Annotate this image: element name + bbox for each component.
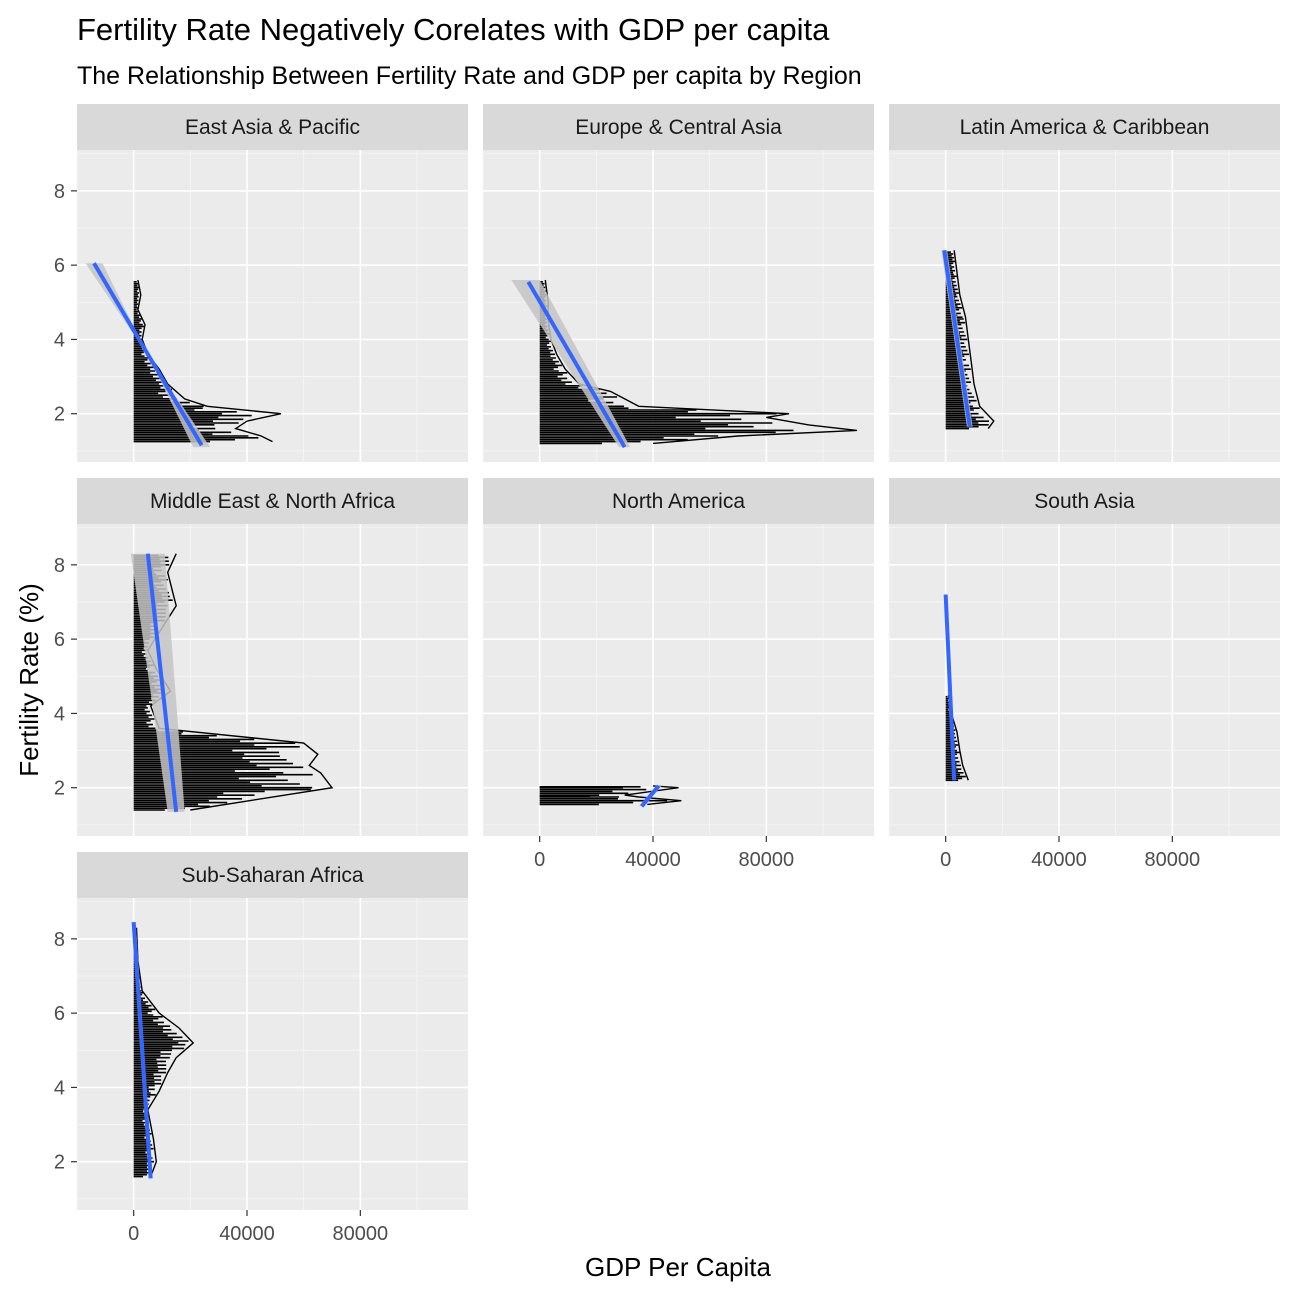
facet-strip bbox=[483, 104, 874, 150]
facet-panels: East Asia & Pacific 2 4 6 8 Europe & Central … bbox=[54, 104, 1280, 1245]
x-tick-label: 0 bbox=[128, 1223, 139, 1245]
x-tick-label: 40000 bbox=[625, 849, 681, 871]
x-axis-title: GDP Per Capita bbox=[585, 1252, 771, 1282]
facet-panel: Sub-Saharan Africa 2 4 6 8 0 40000 80000 bbox=[54, 852, 468, 1245]
trend-line bbox=[942, 249, 972, 428]
trend-line bbox=[145, 553, 179, 813]
facet-panel: East Asia & Pacific 2 4 6 8 bbox=[54, 104, 468, 462]
trend-line bbox=[640, 784, 661, 808]
facet-strip-label: South Asia bbox=[1034, 490, 1135, 513]
facet-strip bbox=[889, 104, 1280, 150]
facet-strip bbox=[889, 478, 1280, 524]
facet-strip-label: East Asia & Pacific bbox=[185, 116, 360, 139]
facet-strip-label: Latin America & Caribbean bbox=[960, 116, 1210, 139]
y-tick-label: 8 bbox=[54, 181, 65, 203]
x-tick-label: 80000 bbox=[333, 1223, 389, 1245]
facet-strip bbox=[483, 478, 874, 524]
facet-strip bbox=[77, 478, 468, 524]
y-tick-label: 4 bbox=[54, 1077, 65, 1099]
x-tick-label: 0 bbox=[940, 849, 951, 871]
y-tick-label: 6 bbox=[54, 1003, 65, 1025]
x-tick-label: 80000 bbox=[1145, 849, 1201, 871]
y-tick-label: 2 bbox=[54, 404, 65, 426]
y-axis-title: Fertility Rate (%) bbox=[14, 583, 44, 777]
facet-strip bbox=[77, 104, 468, 150]
data-outline bbox=[147, 553, 334, 811]
y-tick-label: 2 bbox=[54, 1152, 65, 1174]
y-tick-label: 2 bbox=[54, 778, 65, 800]
y-tick-label: 6 bbox=[54, 629, 65, 651]
facet-strip-label: Europe & Central Asia bbox=[575, 116, 782, 139]
y-tick-label: 8 bbox=[54, 555, 65, 577]
x-tick-label: 0 bbox=[534, 849, 545, 871]
y-tick-label: 4 bbox=[54, 703, 65, 725]
facet-panel: Middle East & North Africa 2 4 6 8 bbox=[54, 478, 468, 836]
chart-subtitle: The Relationship Between Fertility Rate … bbox=[77, 62, 862, 90]
facet-panel: South Asia 0 40000 80000 bbox=[888, 478, 1280, 871]
trend-line bbox=[943, 594, 957, 781]
panel-background bbox=[483, 524, 874, 836]
facet-strip-label: Middle East & North Africa bbox=[150, 490, 395, 513]
y-tick-label: 4 bbox=[54, 329, 65, 351]
confidence-band bbox=[130, 553, 185, 812]
facet-panel: Europe & Central Asia bbox=[482, 104, 874, 462]
trend-line bbox=[526, 280, 627, 449]
data-outline bbox=[135, 927, 195, 1177]
facet-strip-label: North America bbox=[612, 490, 745, 513]
trend-line bbox=[131, 922, 153, 1179]
facet-panel: North America 0 40000 80000 bbox=[482, 478, 874, 871]
x-tick-label: 40000 bbox=[1031, 849, 1087, 871]
x-tick-label: 80000 bbox=[739, 849, 795, 871]
facet-panel: Latin America & Caribbean bbox=[888, 104, 1280, 462]
y-tick-label: 8 bbox=[54, 929, 65, 951]
chart-title: Fertility Rate Negatively Corelates with… bbox=[77, 12, 830, 47]
x-tick-label: 40000 bbox=[219, 1223, 275, 1245]
panel-background bbox=[889, 524, 1280, 836]
facet-strip bbox=[77, 852, 468, 898]
facet-strip-label: Sub-Saharan Africa bbox=[181, 864, 363, 887]
data-outline bbox=[953, 250, 995, 430]
y-tick-label: 6 bbox=[54, 255, 65, 277]
trend-line bbox=[92, 262, 204, 447]
data-outline bbox=[624, 785, 682, 806]
